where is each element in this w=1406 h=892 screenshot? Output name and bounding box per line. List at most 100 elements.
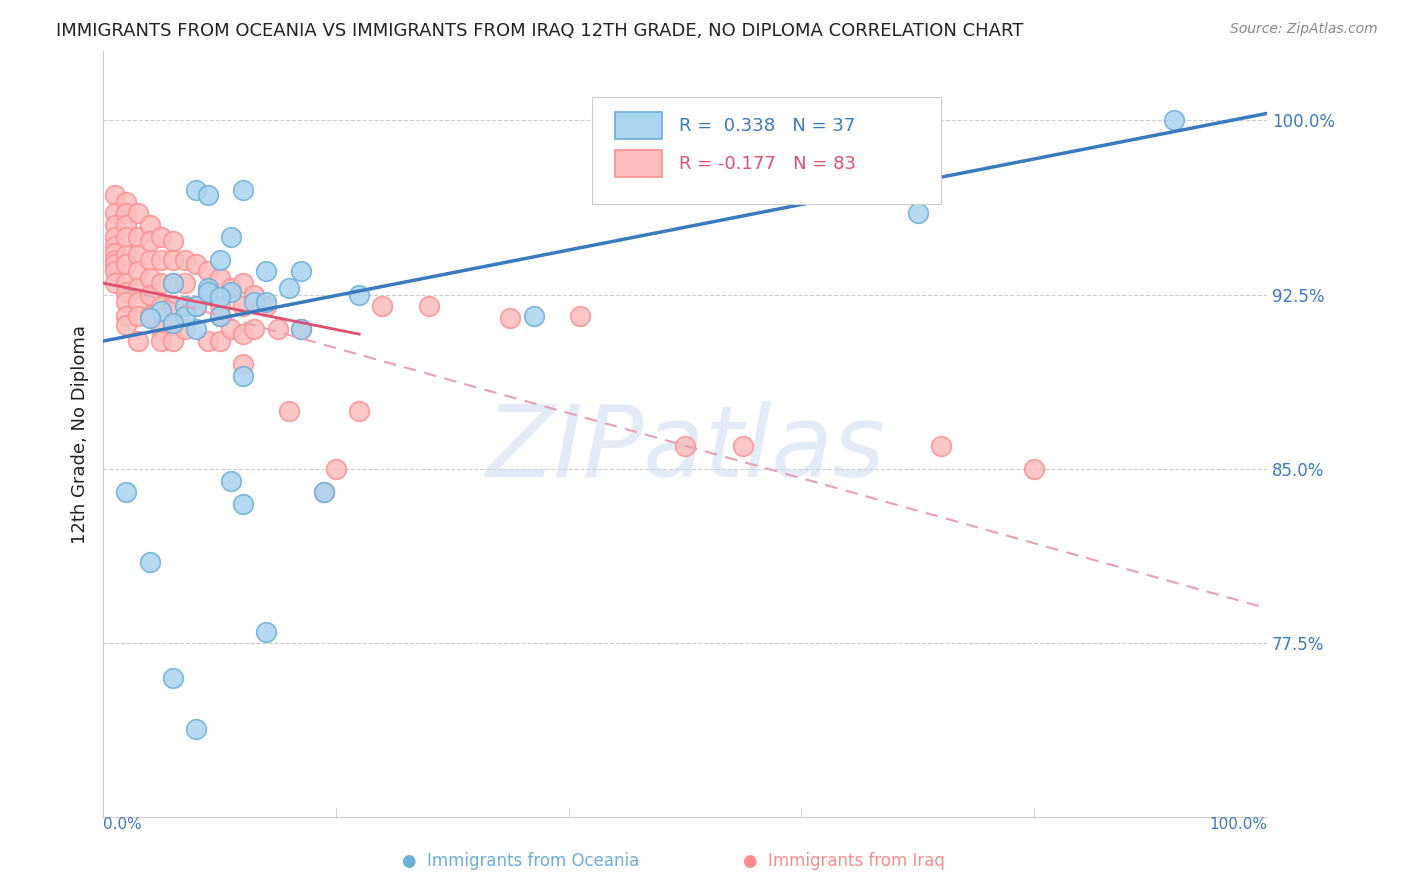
Point — [243, 294, 266, 309]
Point — [150, 299, 173, 313]
Point — [127, 334, 149, 348]
Point — [127, 229, 149, 244]
Point — [115, 248, 138, 262]
Point — [314, 485, 336, 500]
Point — [162, 252, 184, 267]
Point — [115, 257, 138, 271]
Point — [162, 671, 184, 685]
Text: R = -0.177   N = 83: R = -0.177 N = 83 — [679, 155, 856, 173]
Point — [115, 206, 138, 220]
Point — [673, 439, 696, 453]
Point — [150, 252, 173, 267]
Point — [173, 299, 195, 313]
Point — [138, 309, 160, 323]
Point — [208, 271, 231, 285]
Point — [104, 245, 127, 260]
Point — [186, 299, 208, 313]
Point — [523, 309, 546, 323]
Point — [569, 309, 592, 323]
Y-axis label: 12th Grade, No Diploma: 12th Grade, No Diploma — [72, 325, 89, 543]
Point — [278, 404, 301, 418]
Point — [115, 309, 138, 323]
Bar — [616, 112, 662, 139]
Point — [115, 485, 138, 500]
Point — [290, 264, 312, 278]
Point — [104, 276, 127, 290]
Point — [186, 322, 208, 336]
Text: ●  Immigrants from Iraq: ● Immigrants from Iraq — [742, 852, 945, 870]
Point — [267, 322, 290, 336]
Text: R =  0.338   N = 37: R = 0.338 N = 37 — [679, 117, 856, 135]
Text: IMMIGRANTS FROM OCEANIA VS IMMIGRANTS FROM IRAQ 12TH GRADE, NO DIPLOMA CORRELATI: IMMIGRANTS FROM OCEANIA VS IMMIGRANTS FR… — [56, 22, 1024, 40]
Point — [173, 299, 195, 313]
Point — [290, 322, 312, 336]
Point — [197, 285, 219, 300]
Point — [243, 322, 266, 336]
Point — [127, 264, 149, 278]
Point — [232, 183, 254, 197]
Point — [115, 318, 138, 332]
Point — [138, 252, 160, 267]
Point — [208, 299, 231, 313]
Text: ●  Immigrants from Oceania: ● Immigrants from Oceania — [402, 852, 638, 870]
Bar — [616, 151, 662, 178]
Point — [104, 239, 127, 253]
Point — [499, 310, 522, 325]
Point — [173, 276, 195, 290]
Point — [115, 218, 138, 232]
Point — [162, 276, 184, 290]
Point — [208, 334, 231, 348]
Point — [138, 555, 160, 569]
Point — [232, 357, 254, 371]
Point — [138, 287, 160, 301]
Point — [162, 316, 184, 330]
Point — [418, 299, 440, 313]
Point — [104, 218, 127, 232]
Point — [138, 271, 160, 285]
Point — [232, 497, 254, 511]
Point — [254, 294, 277, 309]
Point — [1024, 462, 1046, 476]
Point — [115, 194, 138, 209]
Point — [197, 280, 219, 294]
Point — [314, 485, 336, 500]
Point — [162, 318, 184, 332]
Point — [127, 280, 149, 294]
Point — [347, 287, 370, 301]
Point — [104, 252, 127, 267]
Point — [278, 280, 301, 294]
Point — [733, 439, 755, 453]
Point — [290, 322, 312, 336]
Point — [219, 474, 242, 488]
Point — [208, 252, 231, 267]
Point — [104, 206, 127, 220]
Point — [208, 309, 231, 323]
Point — [162, 276, 184, 290]
Point — [254, 624, 277, 639]
Point — [150, 304, 173, 318]
Point — [127, 294, 149, 309]
Point — [243, 287, 266, 301]
Point — [197, 285, 219, 300]
Point — [197, 334, 219, 348]
Point — [115, 294, 138, 309]
Point — [104, 229, 127, 244]
Point — [104, 264, 127, 278]
Point — [219, 285, 242, 300]
Point — [254, 299, 277, 313]
Point — [150, 229, 173, 244]
Point — [127, 206, 149, 220]
Point — [127, 248, 149, 262]
Point — [232, 368, 254, 383]
Point — [907, 206, 929, 220]
Point — [115, 229, 138, 244]
FancyBboxPatch shape — [592, 96, 941, 204]
Point — [232, 276, 254, 290]
Point — [219, 322, 242, 336]
Point — [115, 276, 138, 290]
Text: ZIPatlas: ZIPatlas — [485, 401, 884, 498]
Point — [347, 404, 370, 418]
Point — [254, 264, 277, 278]
Point — [232, 327, 254, 342]
Point — [929, 439, 952, 453]
